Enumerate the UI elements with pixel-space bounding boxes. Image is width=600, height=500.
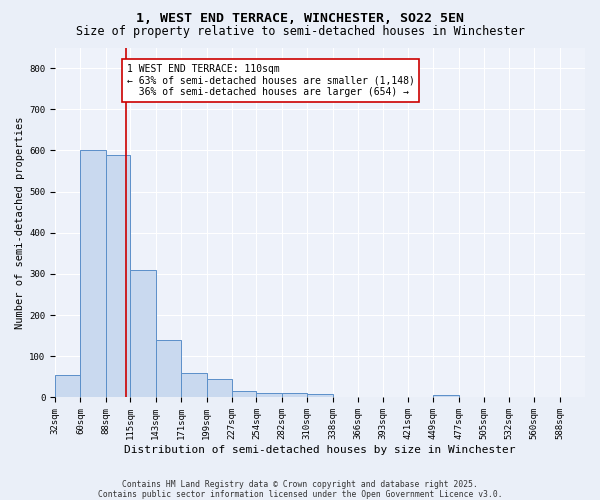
Bar	[433, 396, 459, 398]
Bar	[232, 392, 256, 398]
Bar	[80, 150, 106, 398]
Text: 1 WEST END TERRACE: 110sqm
← 63% of semi-detached houses are smaller (1,148)
  3: 1 WEST END TERRACE: 110sqm ← 63% of semi…	[127, 64, 415, 97]
Bar	[181, 373, 206, 398]
Text: Contains public sector information licensed under the Open Government Licence v3: Contains public sector information licen…	[98, 490, 502, 499]
X-axis label: Distribution of semi-detached houses by size in Winchester: Distribution of semi-detached houses by …	[124, 445, 516, 455]
Text: Size of property relative to semi-detached houses in Winchester: Size of property relative to semi-detach…	[76, 25, 524, 38]
Text: Contains HM Land Registry data © Crown copyright and database right 2025.: Contains HM Land Registry data © Crown c…	[122, 480, 478, 489]
Bar	[55, 375, 80, 398]
Y-axis label: Number of semi-detached properties: Number of semi-detached properties	[15, 116, 25, 328]
Bar	[156, 340, 181, 398]
Bar	[307, 394, 333, 398]
Bar	[256, 392, 282, 398]
Bar	[106, 154, 130, 398]
Bar	[130, 270, 156, 398]
Bar	[206, 379, 232, 398]
Bar	[282, 394, 307, 398]
Text: 1, WEST END TERRACE, WINCHESTER, SO22 5EN: 1, WEST END TERRACE, WINCHESTER, SO22 5E…	[136, 12, 464, 26]
